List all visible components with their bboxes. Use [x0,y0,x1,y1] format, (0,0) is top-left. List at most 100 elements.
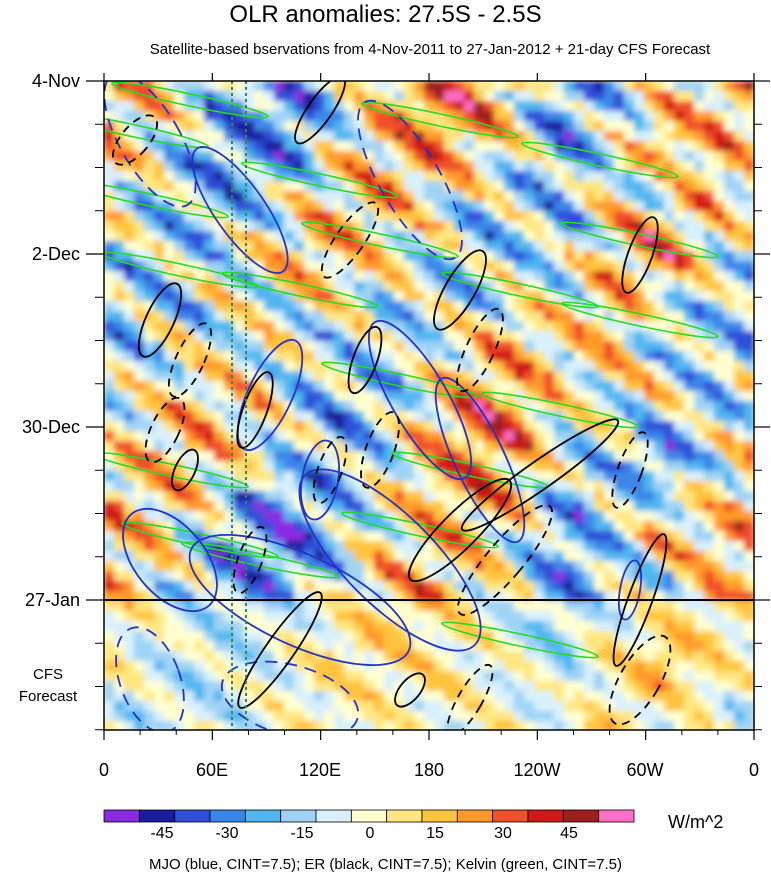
heatmap-cell [714,341,725,352]
heatmap-cell [414,571,425,582]
heatmap-cell [164,151,175,162]
heatmap-cell [554,551,565,562]
heatmap-cell [664,391,675,402]
heatmap-cell [454,481,465,492]
heatmap-cell [234,381,245,392]
heatmap-cell [374,651,385,662]
heatmap-cell [684,191,695,202]
heatmap-cell [244,91,255,102]
heatmap-cell [204,261,215,272]
heatmap-cell [544,141,555,152]
heatmap-cell [374,411,385,422]
heatmap-cell [254,151,265,162]
heatmap-cell [714,211,725,222]
heatmap-cell [644,651,655,662]
heatmap-cell [334,441,345,452]
x-tick-label: 180 [413,760,445,780]
heatmap-cell [314,281,325,292]
heatmap-cell [224,151,235,162]
heatmap-cell [624,261,635,272]
heatmap-cell [244,101,255,112]
heatmap-cell [604,331,615,342]
heatmap-cell [654,241,665,252]
heatmap-cell [404,171,415,182]
heatmap-cell [234,671,245,682]
heatmap-cell [694,441,705,452]
heatmap-cell [434,501,445,512]
heatmap-cell [644,431,655,442]
heatmap-cell [564,451,575,462]
mjo-contour [357,99,463,261]
heatmap-cell [594,571,605,582]
heatmap-cell [264,581,275,592]
heatmap-cell [404,311,415,322]
heatmap-cell [674,261,685,272]
heatmap-cell [344,581,355,592]
heatmap-cell [324,681,335,692]
heatmap-cell [164,511,175,522]
heatmap-cell [734,241,745,252]
heatmap-cell [714,191,725,202]
heatmap-cell [264,301,275,312]
heatmap-cell [484,231,495,242]
heatmap-cell [174,551,185,562]
heatmap-cell [374,461,385,472]
heatmap-cell [364,471,375,482]
heatmap-cell [124,531,135,542]
heatmap-cell [414,711,425,722]
heatmap-cell [594,651,605,662]
heatmap-cell [534,491,545,502]
heatmap-cell [224,131,235,142]
heatmap-cell [724,471,735,482]
heatmap-cell [164,681,175,692]
heatmap-cell [684,281,695,292]
heatmap-cell [714,601,725,612]
heatmap-cell [294,211,305,222]
heatmap-cell [124,321,135,332]
heatmap-cell [484,321,495,332]
heatmap-cell [644,721,655,730]
heatmap-cell [504,681,515,692]
heatmap-cell [234,601,245,612]
heatmap-cell [684,481,695,492]
heatmap-cell [664,101,675,112]
heatmap-cell [314,331,325,342]
colorbar-swatch [280,809,317,823]
heatmap-cell [454,431,465,442]
heatmap-cell [264,231,275,242]
heatmap-cell [504,261,515,272]
heatmap-cell [104,381,115,392]
heatmap-cell [144,131,155,142]
heatmap-cell [294,381,305,392]
heatmap-cell [234,271,245,282]
heatmap-cell [234,161,245,172]
heatmap-cell [204,651,215,662]
heatmap-cell [564,541,575,552]
heatmap-cell [524,571,535,582]
heatmap-cell [154,721,165,730]
heatmap-cell [204,521,215,532]
heatmap-cell [604,401,615,412]
heatmap-cell [534,81,545,92]
heatmap-cell [414,491,425,502]
heatmap-cell [354,331,365,342]
heatmap-cell [374,171,385,182]
heatmap-cell [684,141,695,152]
heatmap-cell [664,381,675,392]
heatmap-cell [554,161,565,172]
heatmap-cell [384,331,395,342]
mjo-contour [115,626,185,730]
heatmap-cell [614,511,625,522]
heatmap-cell [244,551,255,562]
heatmap-cell [624,711,635,722]
heatmap-cell [464,381,475,392]
heatmap-cell [644,661,655,672]
heatmap-cell [334,721,345,730]
heatmap-cell [234,291,245,302]
heatmap-cell [204,351,215,362]
heatmap-cell [664,271,675,282]
heatmap-cell [424,501,435,512]
heatmap-cell [314,421,325,432]
heatmap-cell [654,541,665,552]
heatmap-cell [434,721,445,730]
